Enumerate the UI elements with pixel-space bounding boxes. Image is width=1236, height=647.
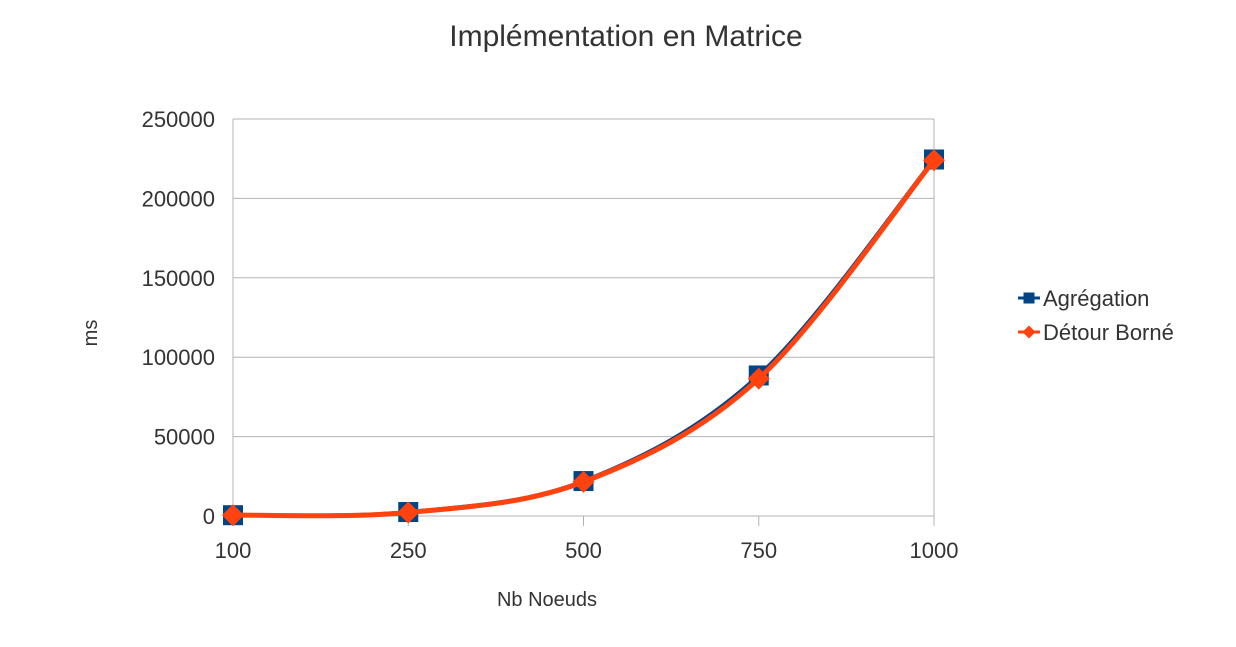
legend-item-1: Détour Borné <box>1018 320 1174 345</box>
data-point-1-2 <box>572 470 595 493</box>
x-tick-label-4: 1000 <box>910 538 959 563</box>
y-axis-label: ms <box>80 320 102 347</box>
series-1 <box>222 149 945 527</box>
x-tick-label-3: 750 <box>740 538 777 563</box>
gridlines <box>232 118 935 526</box>
y-tick-label-5: 250000 <box>142 107 215 132</box>
legend-label-0: Agrégation <box>1043 286 1149 311</box>
legend-label-1: Détour Borné <box>1043 320 1174 345</box>
y-tick-labels: 0 50000 100000 150000 200000 250000 <box>142 107 215 529</box>
legend-marker-1 <box>1022 325 1036 339</box>
data-point-1-1 <box>397 501 420 524</box>
data-point-1-3 <box>747 367 770 390</box>
y-tick-label-4: 200000 <box>142 186 215 211</box>
chart-title: Implémentation en Matrice <box>449 20 803 53</box>
x-tick-labels: 100 250 500 750 1000 <box>215 538 959 563</box>
y-tick-label-0: 0 <box>203 504 215 529</box>
legend-marker-0 <box>1023 292 1035 304</box>
x-tick-label-2: 500 <box>565 538 602 563</box>
x-tick-label-1: 250 <box>390 538 427 563</box>
legend: Agrégation Détour Borné <box>1018 286 1174 345</box>
y-tick-label-3: 150000 <box>142 266 215 291</box>
series-line-1 <box>232 158 936 519</box>
series-0 <box>223 149 944 526</box>
y-tick-label-2: 100000 <box>142 345 215 370</box>
legend-item-0: Agrégation <box>1018 286 1149 311</box>
x-axis-label: Nb Noeuds <box>497 589 597 611</box>
series-line-0 <box>232 158 936 518</box>
series-layer <box>222 149 945 527</box>
x-tick-label-0: 100 <box>215 538 252 563</box>
y-tick-label-1: 50000 <box>154 425 215 450</box>
data-point-1-4 <box>923 149 945 172</box>
data-point-1-0 <box>222 504 244 527</box>
